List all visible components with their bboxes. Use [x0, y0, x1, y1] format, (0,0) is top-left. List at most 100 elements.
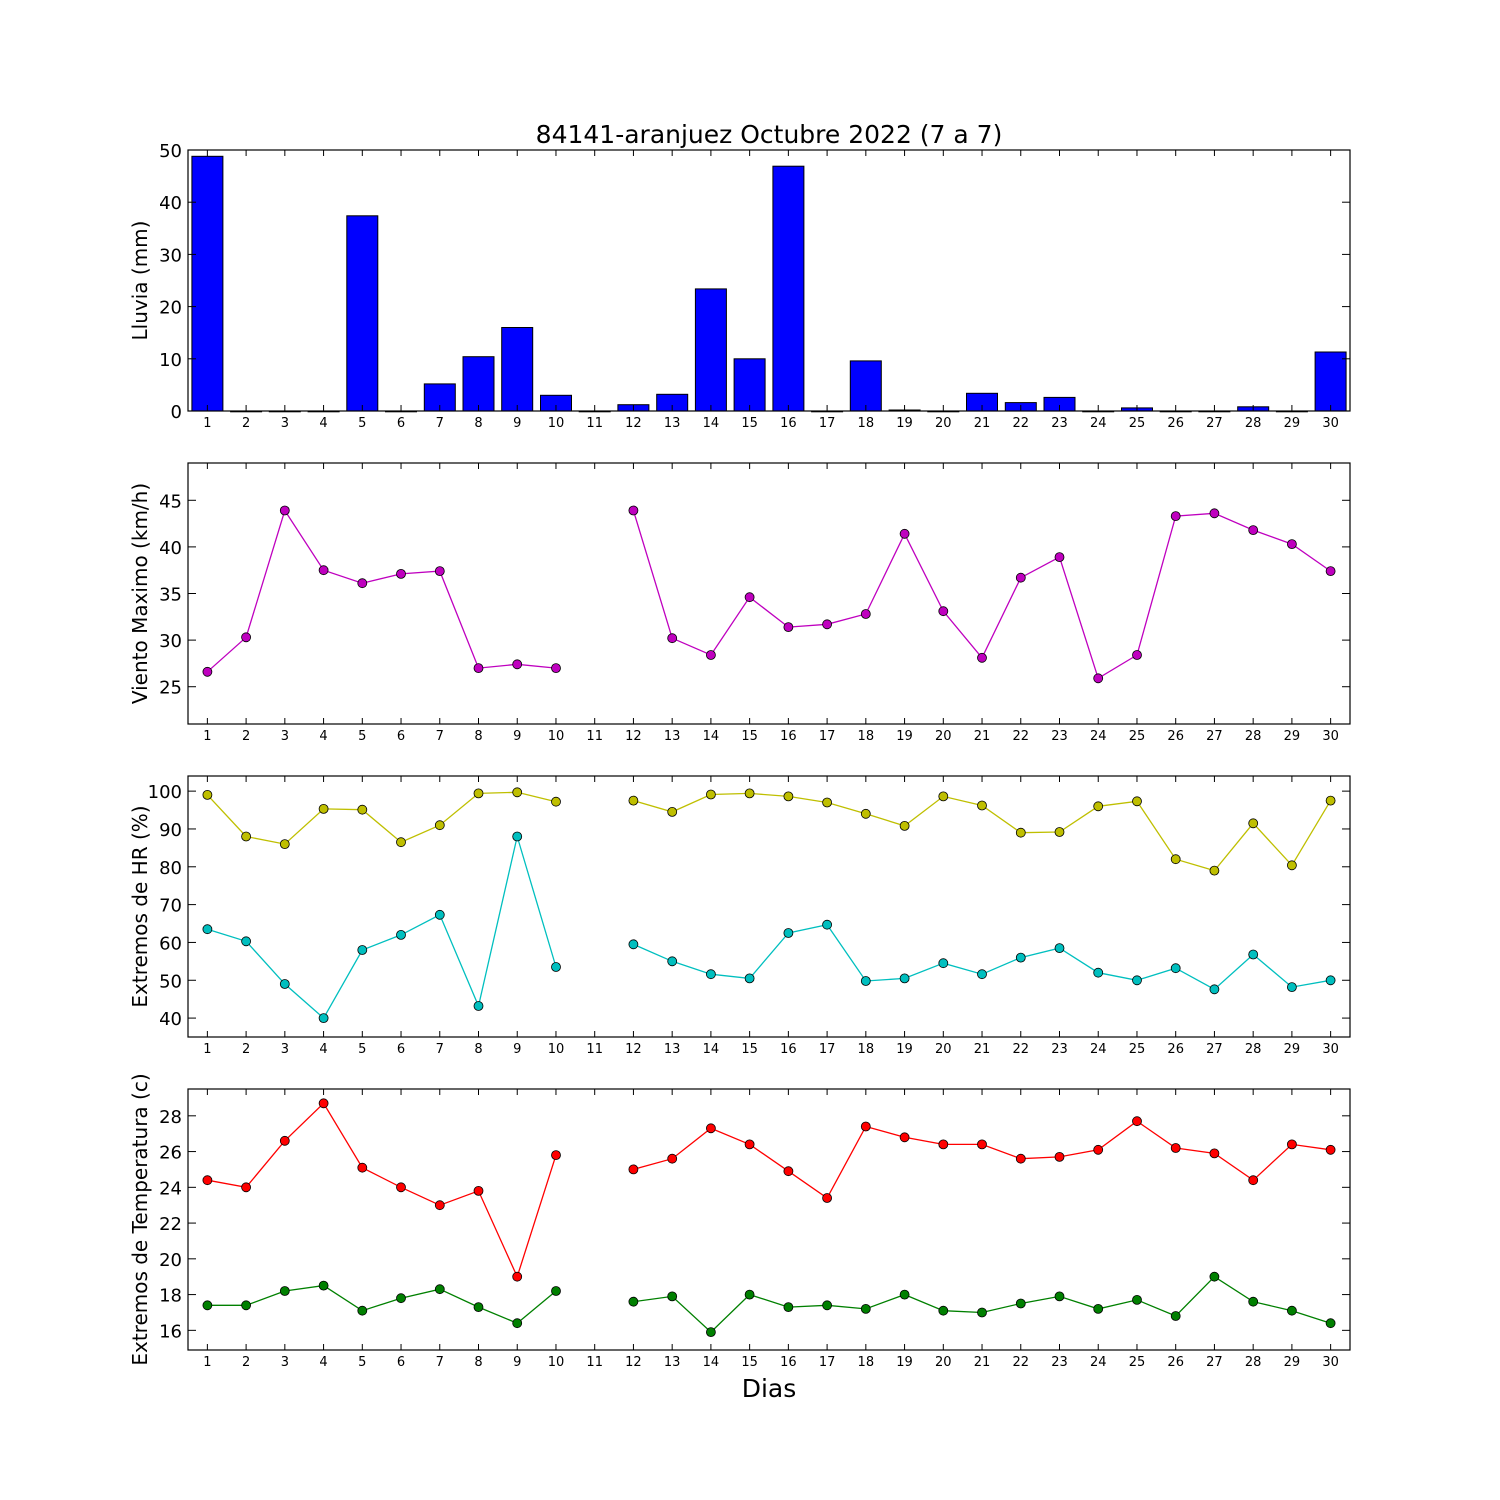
x-tick-label: 11 — [586, 416, 603, 431]
temp-series-2-point — [783, 1302, 794, 1312]
x-tick-label: 16 — [780, 416, 797, 431]
temp-series-1-point — [241, 1182, 252, 1193]
x-tick-label: 2 — [242, 416, 250, 431]
hr-series-2-point — [241, 936, 252, 947]
hr-series-2-point — [1093, 967, 1104, 978]
x-tick-label: 19 — [896, 729, 913, 744]
wind-series-1-point — [1054, 552, 1065, 562]
x-tick-label: 17 — [819, 1355, 836, 1370]
x-tick-label: 15 — [741, 1355, 758, 1370]
hr-series-1-point — [473, 788, 484, 799]
y-tick-label: 80 — [159, 858, 182, 879]
x-tick-label: 17 — [819, 729, 836, 744]
temp-series-1-point — [1015, 1153, 1026, 1164]
x-tick-label: 30 — [1322, 1042, 1339, 1057]
x-tick-label: 4 — [319, 729, 327, 744]
temp-series-2-point — [1170, 1311, 1181, 1321]
wind-series-1-point — [434, 566, 445, 576]
hr-series-1-point — [512, 787, 523, 798]
temp-series-1-point — [1170, 1143, 1181, 1153]
hr-series-2-point — [1209, 984, 1220, 995]
x-tick-label: 24 — [1090, 1355, 1107, 1370]
hr-series-2-point — [202, 924, 213, 935]
x-tick-label: 10 — [548, 1042, 565, 1057]
x-tick-label: 9 — [513, 1355, 521, 1370]
x-tick-label: 22 — [1012, 1042, 1029, 1057]
x-tick-label: 8 — [474, 1355, 482, 1370]
temp-series-2-point — [667, 1291, 678, 1302]
temp-series-1-point — [783, 1166, 794, 1177]
wind-series-1-point — [783, 622, 794, 632]
x-tick-label: 2 — [242, 1355, 250, 1370]
y-tick-label: 30 — [159, 245, 182, 266]
x-tick-label: 10 — [548, 416, 565, 431]
temp-series-2-point — [1325, 1318, 1336, 1329]
x-tick-label: 22 — [1012, 1355, 1029, 1370]
x-tick-label: 12 — [625, 729, 642, 744]
rain-bar — [501, 327, 534, 412]
y-tick-label: 100 — [148, 782, 182, 803]
hr-series-2-point — [628, 939, 639, 950]
temp-series-1-point — [1248, 1175, 1259, 1186]
x-tick-label: 3 — [281, 1355, 289, 1370]
x-tick-label: 18 — [858, 729, 875, 744]
x-tick-label: 6 — [397, 729, 405, 744]
x-tick-label: 15 — [741, 729, 758, 744]
wind-series-1-point — [977, 652, 987, 663]
x-tick-label: 26 — [1167, 729, 1184, 744]
x-tick-label: 25 — [1129, 1042, 1146, 1057]
wind-series-1-point — [318, 565, 329, 576]
x-tick-label: 28 — [1245, 416, 1262, 431]
temp-series-1-point — [396, 1182, 406, 1193]
y-tick-label: 16 — [159, 1321, 182, 1342]
hr-series-2-point — [279, 979, 290, 989]
hr-series-1-point — [434, 820, 445, 831]
x-tick-label: 18 — [858, 416, 875, 431]
wind-series-1-point — [202, 666, 213, 677]
temp-series-1-point — [279, 1135, 290, 1146]
y-tick-label: 18 — [159, 1286, 182, 1307]
x-tick-label: 28 — [1245, 729, 1262, 744]
y-tick-label: 30 — [159, 631, 182, 652]
x-tick-label: 23 — [1051, 1355, 1068, 1370]
x-tick-label: 30 — [1322, 1355, 1339, 1370]
wind-series-1-point — [1015, 572, 1026, 583]
x-tick-label: 21 — [974, 416, 991, 431]
x-tick-label: 5 — [358, 729, 366, 744]
x-tick-label: 6 — [397, 1355, 405, 1370]
y-tick-label: 10 — [159, 350, 182, 371]
hr-series-2-point — [822, 919, 832, 930]
hr-series-1-point — [1287, 860, 1297, 871]
temp-series-1-point — [860, 1121, 871, 1132]
x-tick-label: 23 — [1051, 1042, 1068, 1057]
temp-series-1-point — [822, 1193, 832, 1203]
temp-series-2-point — [1093, 1304, 1104, 1314]
temp-series-1-point — [1209, 1148, 1220, 1159]
x-tick-label: 9 — [513, 729, 521, 744]
x-tick-label: 13 — [664, 729, 681, 744]
x-tick-label: 8 — [474, 416, 482, 431]
hr-series-2-point — [1054, 943, 1065, 953]
temp-series-2-point — [899, 1289, 910, 1300]
x-tick-label: 4 — [319, 416, 327, 431]
temp-y-axis-label: Extremos de Temperatura (c) — [128, 1073, 152, 1365]
x-tick-label: 5 — [358, 1042, 366, 1057]
x-tick-label: 3 — [281, 416, 289, 431]
temp-series-1-line — [207, 1102, 557, 1279]
x-tick-label: 26 — [1167, 1042, 1184, 1057]
x-tick-label: 12 — [625, 416, 642, 431]
x-tick-label: 11 — [586, 1355, 603, 1370]
temp-series-1-point — [473, 1186, 484, 1196]
x-axis-label: Dias — [742, 1374, 797, 1403]
y-tick-label: 70 — [159, 896, 182, 917]
wind-series-1-point — [396, 569, 406, 579]
temp-series-2-point — [279, 1286, 290, 1296]
rain-bar — [462, 356, 495, 412]
x-tick-label: 13 — [664, 1355, 681, 1370]
x-tick-label: 23 — [1051, 729, 1068, 744]
hr-series-1-point — [279, 839, 290, 849]
hr-series-1-point — [706, 789, 716, 800]
wind-series-1-point — [1325, 566, 1336, 576]
temp-series-2-point — [1287, 1305, 1297, 1316]
wind-series-1-line — [206, 508, 557, 673]
